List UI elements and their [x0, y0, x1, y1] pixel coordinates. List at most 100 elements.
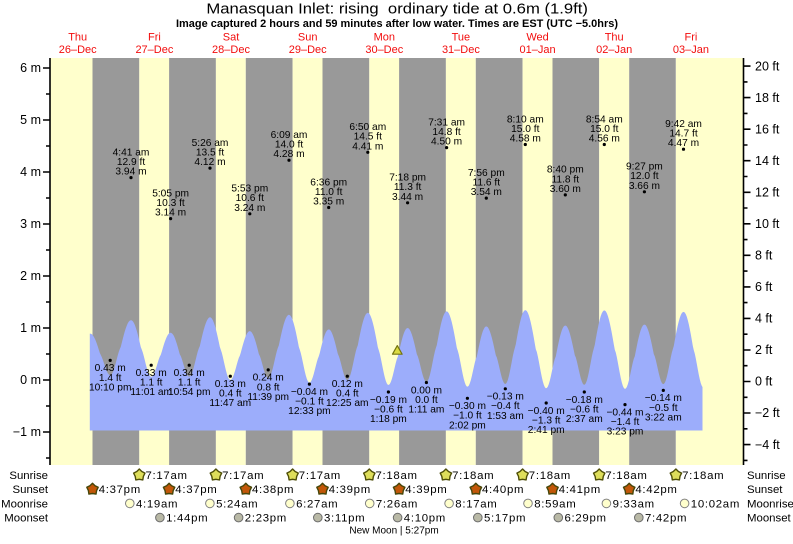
svg-text:2:41 pm: 2:41 pm: [528, 425, 565, 436]
svg-text:7:18am: 7:18am: [529, 470, 571, 482]
svg-text:3.24 m: 3.24 m: [234, 203, 265, 214]
svg-text:−0.4 ft: −0.4 ft: [491, 401, 520, 412]
svg-text:03–Jan: 03–Jan: [673, 44, 709, 56]
svg-text:7:56 pm: 7:56 pm: [468, 168, 505, 179]
svg-text:8:40 pm: 8:40 pm: [547, 165, 584, 176]
svg-text:Sun: Sun: [298, 31, 318, 43]
svg-text:4.12 m: 4.12 m: [194, 157, 225, 168]
svg-text:4.50 m: 4.50 m: [431, 137, 462, 148]
svg-text:3.60 m: 3.60 m: [550, 184, 581, 195]
svg-text:4:42pm: 4:42pm: [635, 484, 677, 496]
svg-text:9:33am: 9:33am: [613, 498, 655, 510]
svg-text:Tue: Tue: [452, 31, 471, 43]
svg-text:Image captured 2 hours and 59: Image captured 2 hours and 59 minutes af…: [176, 18, 618, 30]
svg-text:2 m: 2 m: [20, 269, 41, 283]
svg-text:2:37 am: 2:37 am: [566, 414, 603, 425]
svg-text:28–Dec: 28–Dec: [212, 44, 250, 56]
svg-text:5:17pm: 5:17pm: [484, 513, 526, 525]
svg-text:0.33 m: 0.33 m: [136, 368, 167, 379]
svg-text:9:27 pm: 9:27 pm: [626, 162, 663, 173]
svg-text:0.0 ft: 0.0 ft: [415, 395, 438, 406]
svg-text:−0.6 ft: −0.6 ft: [570, 404, 599, 415]
svg-text:3.66 m: 3.66 m: [629, 181, 660, 192]
svg-text:4:10pm: 4:10pm: [404, 513, 446, 525]
svg-text:0.43 m: 0.43 m: [95, 363, 126, 374]
svg-text:3.14 m: 3.14 m: [155, 208, 186, 219]
svg-text:11.6 ft: 11.6 ft: [473, 178, 501, 189]
svg-text:14.7 ft: 14.7 ft: [669, 129, 697, 140]
svg-text:3.54 m: 3.54 m: [471, 187, 502, 198]
svg-text:30–Dec: 30–Dec: [365, 44, 403, 56]
svg-text:10:54 pm: 10:54 pm: [168, 387, 210, 398]
svg-text:Sunrise: Sunrise: [9, 470, 48, 482]
svg-text:4 m: 4 m: [20, 165, 41, 179]
svg-text:01–Jan: 01–Jan: [520, 44, 556, 56]
svg-text:3.94 m: 3.94 m: [115, 167, 146, 178]
svg-text:4:19am: 4:19am: [136, 498, 178, 510]
svg-text:26–Dec: 26–Dec: [59, 44, 97, 56]
svg-text:3:23 pm: 3:23 pm: [607, 427, 644, 438]
svg-text:14.0 ft: 14.0 ft: [275, 140, 303, 151]
svg-text:4.58 m: 4.58 m: [510, 134, 541, 145]
svg-text:−2 ft: −2 ft: [755, 406, 780, 420]
svg-text:11:39 pm: 11:39 pm: [247, 392, 289, 403]
svg-text:1:18 pm: 1:18 pm: [370, 414, 407, 425]
svg-text:4:39pm: 4:39pm: [405, 484, 447, 496]
svg-text:1.1 ft: 1.1 ft: [140, 378, 163, 389]
svg-text:2:02 pm: 2:02 pm: [449, 420, 486, 431]
svg-text:4.47 m: 4.47 m: [668, 138, 699, 149]
svg-text:New Moon | 5:27pm: New Moon | 5:27pm: [349, 526, 438, 537]
svg-text:4:39pm: 4:39pm: [329, 484, 371, 496]
svg-text:3:22 am: 3:22 am: [645, 412, 682, 423]
svg-text:3 m: 3 m: [20, 217, 41, 231]
svg-text:4 ft: 4 ft: [755, 312, 773, 326]
svg-text:6:50 am: 6:50 am: [349, 122, 386, 133]
svg-text:−0.44 m: −0.44 m: [606, 407, 643, 418]
svg-text:10.3 ft: 10.3 ft: [156, 198, 184, 209]
svg-text:−0.1 ft: −0.1 ft: [295, 397, 324, 408]
svg-text:0.13 m: 0.13 m: [215, 379, 246, 390]
svg-text:15.0 ft: 15.0 ft: [590, 124, 618, 135]
svg-text:−1.4 ft: −1.4 ft: [611, 417, 640, 428]
svg-text:15.0 ft: 15.0 ft: [511, 124, 539, 135]
svg-text:7:17am: 7:17am: [222, 470, 264, 482]
svg-text:12 ft: 12 ft: [755, 186, 780, 200]
svg-text:−0.6 ft: −0.6 ft: [374, 404, 403, 415]
svg-text:7:18am: 7:18am: [376, 470, 418, 482]
svg-text:3.44 m: 3.44 m: [392, 192, 423, 203]
svg-text:3.35 m: 3.35 m: [313, 197, 344, 208]
svg-text:0.8 ft: 0.8 ft: [257, 382, 280, 393]
svg-text:5:24am: 5:24am: [216, 498, 258, 510]
svg-text:16 ft: 16 ft: [755, 122, 780, 136]
svg-text:Sunrise: Sunrise: [747, 470, 786, 482]
svg-text:−4 ft: −4 ft: [755, 438, 780, 452]
svg-text:7:18 pm: 7:18 pm: [389, 173, 426, 184]
svg-text:Sunset: Sunset: [747, 484, 783, 496]
svg-text:29–Dec: 29–Dec: [289, 44, 327, 56]
svg-text:−1 m: −1 m: [13, 425, 41, 439]
svg-text:1:44pm: 1:44pm: [166, 513, 208, 525]
svg-text:4:40pm: 4:40pm: [482, 484, 524, 496]
svg-text:4:37pm: 4:37pm: [175, 484, 217, 496]
svg-text:4:37pm: 4:37pm: [99, 484, 141, 496]
svg-text:12.0 ft: 12.0 ft: [630, 171, 658, 182]
svg-text:7:17am: 7:17am: [299, 470, 341, 482]
svg-text:7:18am: 7:18am: [682, 470, 724, 482]
svg-text:4.28 m: 4.28 m: [273, 149, 304, 160]
svg-text:5:53 pm: 5:53 pm: [231, 184, 268, 195]
svg-text:6:09 am: 6:09 am: [271, 130, 308, 141]
svg-text:10.6 ft: 10.6 ft: [236, 193, 264, 204]
svg-text:8:10 am: 8:10 am: [507, 114, 544, 125]
svg-text:Fri: Fri: [148, 31, 161, 43]
svg-text:Moonrise: Moonrise: [1, 498, 48, 510]
svg-text:0.24 m: 0.24 m: [253, 373, 284, 384]
svg-text:1.4 ft: 1.4 ft: [99, 373, 122, 384]
svg-text:Sat: Sat: [223, 31, 240, 43]
svg-text:4:38pm: 4:38pm: [252, 484, 294, 496]
svg-text:0.4 ft: 0.4 ft: [336, 389, 359, 400]
svg-text:27–Dec: 27–Dec: [135, 44, 173, 56]
svg-text:−0.40 m: −0.40 m: [528, 406, 565, 417]
svg-text:1 m: 1 m: [20, 321, 41, 335]
svg-text:−0.13 m: −0.13 m: [487, 392, 524, 403]
svg-text:6:27am: 6:27am: [296, 498, 338, 510]
